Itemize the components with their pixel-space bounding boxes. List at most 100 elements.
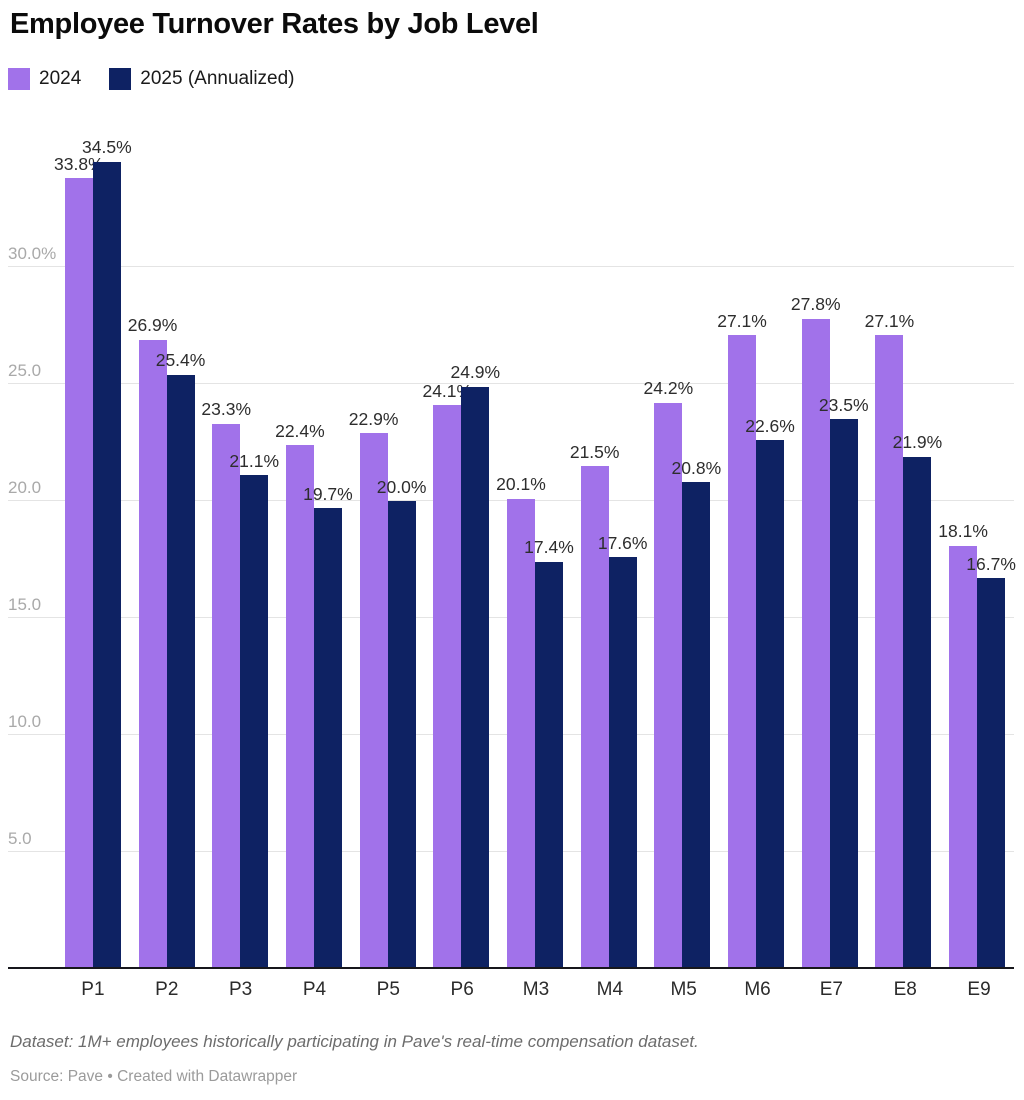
value-label: 27.1% (864, 310, 915, 331)
bar-m4-2024[interactable] (580, 466, 609, 969)
legend-swatch-icon (8, 68, 30, 90)
x-tick-label-m6: M6 (744, 979, 771, 1000)
value-label: 27.1% (717, 310, 767, 331)
x-tick-label-p3: P3 (228, 979, 253, 1000)
bar-p2-2025[interactable] (166, 374, 195, 969)
value-label: 17.6% (597, 532, 648, 553)
bar-e7-2025[interactable] (829, 419, 858, 969)
bar-m3-2024[interactable] (506, 498, 535, 969)
y-tick-label: 10.0 (8, 712, 42, 732)
x-axis-labels: P1 P2 P3 P4 P5 P6 M3 M4 M5 M6 E7 E8 E9 (56, 979, 1016, 1001)
bar-e8-2025[interactable] (903, 456, 932, 969)
bar-e8-2024[interactable] (875, 335, 904, 969)
bar-e9-2025[interactable] (977, 578, 1006, 969)
value-label: 34.5% (82, 137, 132, 158)
legend-label: 2025 (Annualized) (140, 68, 295, 89)
y-tick-label: 5.0 (8, 829, 32, 849)
bar-group-m3: 20.1% 17.4% (496, 121, 574, 969)
value-label: 21.1% (229, 450, 280, 471)
value-label: 16.7% (966, 553, 1016, 574)
chart-legend: 2024 2025 (Annualized) (8, 68, 295, 90)
gridline (8, 266, 1014, 268)
x-tick-label-p2: P2 (155, 979, 179, 1000)
bar-m5-2024[interactable] (654, 402, 683, 969)
value-label: 24.9% (450, 362, 501, 383)
bar-group-m6: 27.1% 22.6% (717, 121, 795, 969)
legend-label: 2024 (39, 68, 82, 89)
bar-e9-2024[interactable] (949, 545, 978, 969)
value-label: 25.4% (155, 350, 206, 371)
bar-p4-2024[interactable] (285, 445, 314, 969)
value-label: 20.0% (376, 476, 427, 497)
value-label: 23.3% (201, 399, 252, 420)
value-label: 20.1% (496, 474, 546, 495)
x-tick-label-m4: M4 (596, 979, 624, 1000)
bar-group-p6: 24.1% 24.9% (422, 121, 501, 969)
bar-group-m5: 24.2% 20.8% (643, 121, 722, 969)
value-label: 22.4% (275, 420, 325, 441)
value-label: 20.8% (671, 457, 722, 478)
legend-swatch-icon (109, 68, 132, 90)
x-tick-label-e9: E9 (967, 979, 991, 1000)
x-tick-label-m3: M3 (522, 979, 550, 1000)
value-label: 27.8% (790, 294, 841, 315)
bar-chart: 5.0 10.0 15.0 20.0 25.0 30.0% 33.8% 34.5% 26.9% 2… (8, 121, 1016, 969)
bar-p3-2025[interactable] (240, 475, 269, 969)
value-label: 18.1% (938, 521, 988, 542)
bar-p4-2025[interactable] (313, 508, 342, 969)
dataset-note: Dataset: 1M+ employees historically part… (10, 1032, 699, 1051)
value-label: 21.9% (892, 432, 943, 453)
x-tick-label-p1: P1 (81, 979, 105, 1000)
gridline (8, 383, 1014, 385)
bar-group-p3: 23.3% 21.1% (201, 121, 280, 969)
bar-group-p5: 22.9% 20.0% (348, 121, 427, 969)
bar-p5-2024[interactable] (359, 433, 388, 969)
bar-p6-2025[interactable] (461, 386, 490, 969)
bar-m3-2025[interactable] (534, 561, 563, 969)
page-title: Employee Turnover Rates by Job Level (10, 8, 539, 40)
x-tick-label-p5: P5 (376, 979, 400, 1000)
legend-item-1: 2025 (Annualized) (109, 68, 295, 90)
y-tick-label: 20.0 (8, 478, 42, 498)
value-label: 24.1% (422, 380, 473, 401)
bar-group-p1: 33.8% 34.5% (54, 121, 132, 969)
value-label: 24.2% (643, 378, 694, 399)
bar-group-e8: 27.1% 21.9% (864, 121, 943, 969)
bar-p5-2025[interactable] (387, 501, 416, 969)
bars-area: 33.8% 34.5% 26.9% 25.4% 23.3% 21.1% 22.4% 19.7%… (54, 121, 1016, 969)
bar-p1-2024[interactable] (64, 178, 93, 969)
value-label: 17.4% (524, 537, 574, 558)
legend-item-0: 2024 (8, 68, 81, 90)
value-label: 26.9% (127, 315, 178, 336)
bar-m4-2025[interactable] (608, 557, 637, 969)
value-label: 19.7% (303, 483, 353, 504)
bar-group-e7: 27.8% 23.5% (790, 121, 869, 969)
bar-p3-2024[interactable] (212, 423, 241, 969)
y-tick-label: 25.0 (8, 361, 42, 381)
bar-group-p4: 22.4% 19.7% (275, 121, 353, 969)
bar-group-e9: 18.1% 16.7% (938, 121, 1016, 969)
bar-group-m4: 21.5% 17.6% (569, 121, 648, 969)
bar-p1-2025[interactable] (92, 161, 121, 969)
x-tick-label-e8: E8 (893, 979, 917, 1000)
x-tick-label-e7: E7 (819, 979, 843, 1000)
value-label: 22.9% (348, 408, 399, 429)
bar-group-p2: 26.9% 25.4% (127, 121, 206, 969)
bar-p6-2024[interactable] (433, 405, 462, 969)
bar-m5-2025[interactable] (682, 482, 711, 969)
bar-m6-2025[interactable] (756, 440, 785, 969)
x-tick-label-p6: P6 (450, 979, 474, 1000)
y-tick-label: 30.0% (8, 244, 57, 264)
bar-e7-2024[interactable] (801, 318, 830, 969)
bar-m6-2024[interactable] (728, 335, 757, 969)
y-tick-label: 15.0 (8, 595, 42, 615)
value-label: 22.6% (745, 415, 795, 436)
x-axis-line (8, 967, 1014, 969)
x-tick-label-p4: P4 (302, 979, 327, 1000)
x-tick-label-m5: M5 (670, 979, 697, 1000)
value-label: 21.5% (569, 441, 620, 462)
value-label: 33.8% (54, 153, 104, 174)
source-line[interactable]: Source: Pave • Created with Datawrapper (10, 1068, 298, 1085)
bar-p2-2024[interactable] (138, 339, 167, 969)
value-label: 23.5% (818, 394, 869, 415)
